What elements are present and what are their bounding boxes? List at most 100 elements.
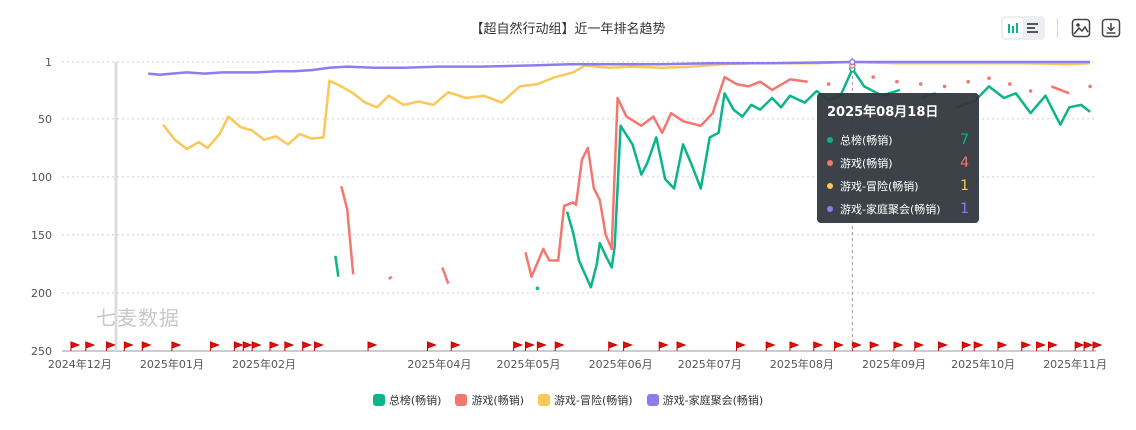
series-point xyxy=(826,82,831,86)
chart-legend: 总榜(畅销) 游戏(畅销) 游戏-冒险(畅销) 游戏-家庭聚会(畅销) xyxy=(0,392,1136,408)
download-icon[interactable] xyxy=(1100,17,1122,39)
event-flag-icon xyxy=(1047,341,1058,351)
event-flag-icon xyxy=(608,341,619,351)
legend-item-adventure[interactable]: 游戏-冒险(畅销) xyxy=(538,392,633,408)
event-flag-icon xyxy=(961,341,972,351)
event-flag-icon xyxy=(1083,341,1094,351)
series-line xyxy=(340,185,355,275)
event-flag-icon xyxy=(269,341,280,351)
series-line xyxy=(524,75,808,278)
tooltip-row: 游戏-家庭聚会(畅销) 1 xyxy=(827,197,969,220)
y-tick-label: 200 xyxy=(31,287,52,300)
series-line xyxy=(388,275,393,280)
tooltip-series-name: 游戏-冒险(畅销) xyxy=(840,179,919,193)
event-flag-icon xyxy=(765,341,776,351)
event-flag-icon xyxy=(914,341,925,351)
x-tick-label: 2024年12月 xyxy=(48,357,112,371)
tooltip-series-name: 总榜(畅销) xyxy=(840,133,893,147)
series-line xyxy=(148,60,1091,77)
hover-point xyxy=(849,58,856,66)
event-flag-icon xyxy=(251,341,262,351)
event-flag-icon xyxy=(869,341,880,351)
legend-label: 游戏-家庭聚会(畅销) xyxy=(662,394,764,407)
series-point xyxy=(987,76,991,80)
x-tick-label: 2025年02月 xyxy=(232,357,296,371)
legend-swatch xyxy=(455,394,468,406)
legend-label: 总榜(畅销) xyxy=(388,394,442,407)
tooltip-row: 游戏(畅销) 4 xyxy=(827,151,969,174)
event-flag-icon xyxy=(658,341,669,351)
tooltip-dot xyxy=(827,205,833,212)
tooltip-value: 4 xyxy=(960,154,969,171)
event-flag-icon xyxy=(302,341,313,351)
tooltip-value: 7 xyxy=(960,131,969,148)
event-flag-icon xyxy=(735,341,746,351)
toolbar-divider xyxy=(1057,18,1058,38)
legend-item-total[interactable]: 总榜(畅销) xyxy=(372,392,442,408)
x-tick-label: 2025年10月 xyxy=(951,357,1015,371)
event-flag-icon xyxy=(450,341,461,351)
chart-tooltip: 2025年08月18日 总榜(畅销) 7 游戏(畅销) 4 游戏-冒险(畅销) … xyxy=(817,93,979,223)
event-flag-icon xyxy=(426,341,437,351)
tooltip-series-name: 游戏(畅销) xyxy=(840,156,893,170)
tooltip-date: 2025年08月18日 xyxy=(827,105,939,120)
legend-swatch xyxy=(372,394,385,406)
event-flag-icon xyxy=(367,341,378,351)
legend-label: 游戏(畅销) xyxy=(471,394,525,407)
series-point xyxy=(871,75,875,79)
legend-item-party[interactable]: 游戏-家庭聚会(畅销) xyxy=(646,392,764,408)
x-tick-label: 2025年06月 xyxy=(589,357,653,371)
event-flag-icon xyxy=(525,341,535,351)
x-tick-label: 2025年11月 xyxy=(1043,357,1107,371)
series-point xyxy=(966,79,970,84)
event-flag-icon xyxy=(171,341,182,351)
event-flag-icon xyxy=(676,341,687,351)
x-tick-label: 2025年08月 xyxy=(770,357,834,371)
tooltip-row: 游戏-冒险(畅销) 1 xyxy=(827,174,969,197)
event-flag-icon xyxy=(536,341,547,351)
series-point xyxy=(1088,84,1092,89)
series-line xyxy=(334,255,340,277)
y-tick-label: 100 xyxy=(31,171,52,184)
y-tick-label: 250 xyxy=(31,345,52,358)
event-flag-icon xyxy=(70,341,81,351)
event-flag-icon xyxy=(789,341,800,351)
event-flag-icon xyxy=(851,341,862,351)
chart-type-toggle[interactable] xyxy=(1001,16,1045,40)
save-image-icon[interactable] xyxy=(1070,17,1092,39)
event-flag-icon xyxy=(893,341,904,351)
event-flag-icon xyxy=(85,341,96,351)
list-icon[interactable] xyxy=(1023,18,1043,38)
event-flag-icon xyxy=(242,341,253,351)
event-flag-icon xyxy=(997,341,1008,351)
legend-item-games[interactable]: 游戏(畅销) xyxy=(455,392,524,408)
tooltip-series-name: 游戏-家庭聚会(畅销) xyxy=(840,202,941,216)
series-line xyxy=(565,67,901,289)
event-flag-icon xyxy=(141,341,152,351)
series-point xyxy=(1028,89,1033,93)
legend-swatch xyxy=(538,394,551,406)
x-tick-label: 2025年09月 xyxy=(862,357,926,371)
event-flag-icon xyxy=(1092,341,1103,351)
tooltip-dot xyxy=(827,182,833,189)
series-point xyxy=(895,79,899,84)
event-flag-icon xyxy=(1074,341,1085,351)
event-flag-icon xyxy=(210,341,220,351)
x-tick-label: 2025年07月 xyxy=(678,357,742,371)
legend-label: 游戏-冒险(畅销) xyxy=(554,394,633,407)
series-point xyxy=(535,286,540,291)
event-flag-icon xyxy=(554,341,565,351)
tooltip-value: 1 xyxy=(960,200,969,217)
x-tick-label: 2025年01月 xyxy=(140,357,204,371)
event-flag-icon xyxy=(233,341,244,351)
event-flag-icon xyxy=(938,341,948,351)
y-tick-label: 1 xyxy=(45,56,52,69)
series-point xyxy=(942,84,947,89)
bar-chart-icon[interactable] xyxy=(1003,18,1023,38)
series-line xyxy=(956,85,1091,126)
chart-title: 【超自然行动组】近一年排名趋势 xyxy=(470,22,666,37)
legend-swatch xyxy=(646,394,659,406)
tooltip-row: 总榜(畅销) 7 xyxy=(827,128,969,151)
event-flag-icon xyxy=(834,341,844,351)
